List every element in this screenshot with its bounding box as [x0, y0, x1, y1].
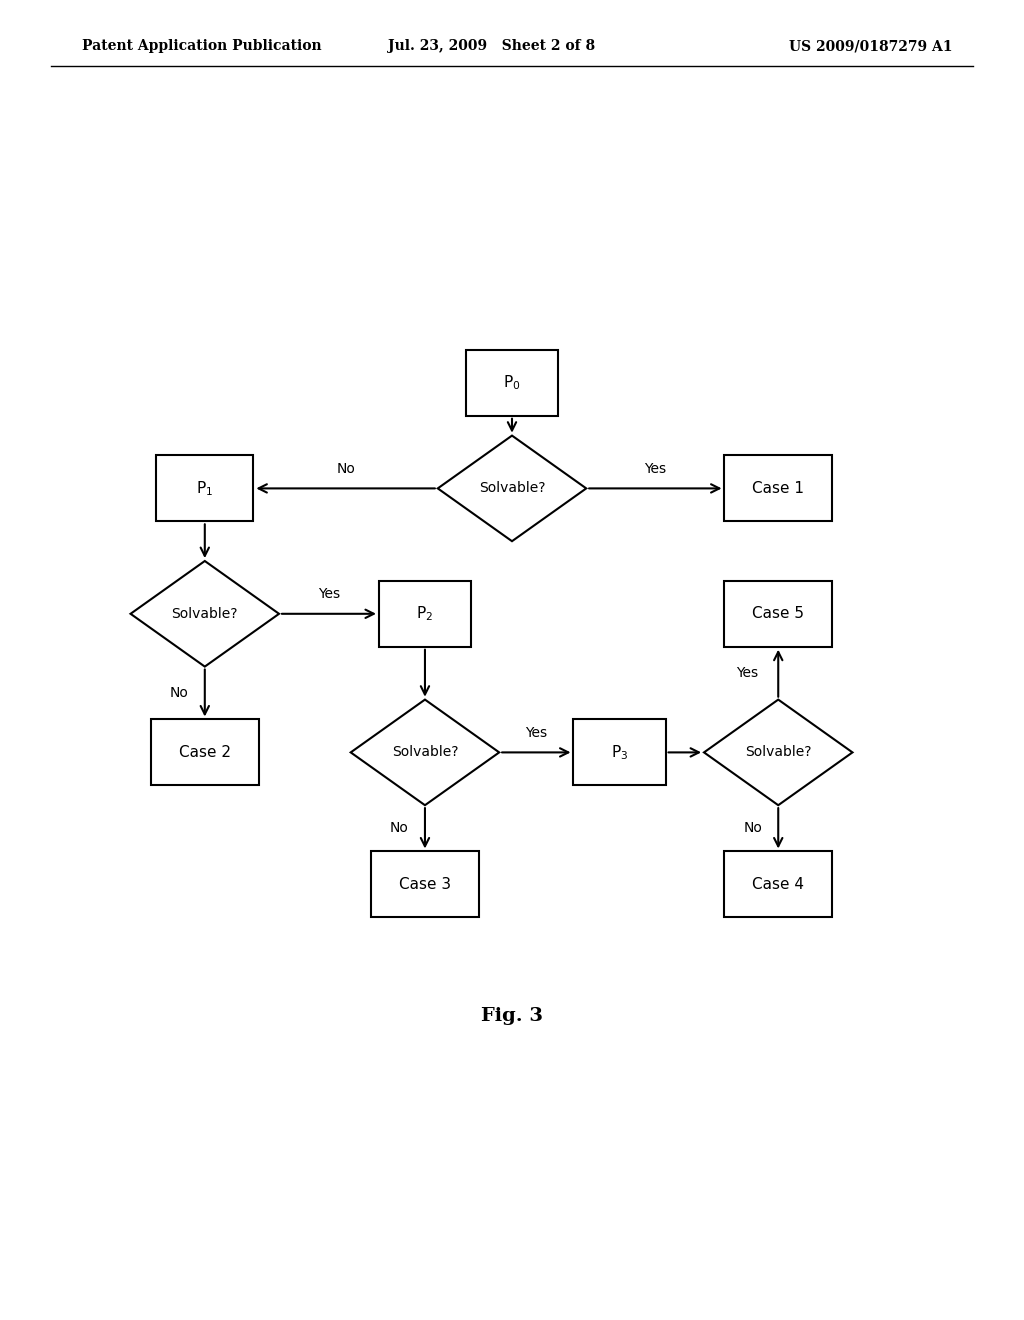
FancyBboxPatch shape [466, 350, 558, 416]
FancyBboxPatch shape [157, 455, 254, 521]
Text: Yes: Yes [644, 462, 667, 475]
Polygon shape [705, 700, 852, 805]
Text: P$_3$: P$_3$ [611, 743, 628, 762]
Text: Solvable?: Solvable? [392, 746, 458, 759]
Polygon shape [350, 700, 500, 805]
Text: Case 2: Case 2 [179, 744, 230, 760]
Polygon shape [131, 561, 279, 667]
FancyBboxPatch shape [725, 851, 831, 917]
FancyBboxPatch shape [725, 455, 831, 521]
FancyBboxPatch shape [379, 581, 471, 647]
Text: Case 5: Case 5 [753, 606, 804, 622]
Text: Yes: Yes [317, 587, 340, 601]
Text: No: No [390, 821, 409, 836]
Text: Fig. 3: Fig. 3 [481, 1007, 543, 1026]
Text: No: No [336, 462, 355, 475]
Text: Jul. 23, 2009   Sheet 2 of 8: Jul. 23, 2009 Sheet 2 of 8 [388, 40, 595, 53]
Text: Case 3: Case 3 [399, 876, 451, 892]
Text: Solvable?: Solvable? [479, 482, 545, 495]
Text: Solvable?: Solvable? [745, 746, 811, 759]
Text: Case 4: Case 4 [753, 876, 804, 892]
FancyBboxPatch shape [573, 719, 666, 785]
FancyBboxPatch shape [725, 581, 831, 647]
Text: Case 1: Case 1 [753, 480, 804, 496]
FancyBboxPatch shape [371, 851, 478, 917]
Text: P$_0$: P$_0$ [503, 374, 521, 392]
Text: US 2009/0187279 A1: US 2009/0187279 A1 [788, 40, 952, 53]
FancyBboxPatch shape [152, 719, 258, 785]
Text: P$_1$: P$_1$ [197, 479, 213, 498]
Text: P$_2$: P$_2$ [417, 605, 433, 623]
Polygon shape [438, 436, 586, 541]
Text: No: No [743, 821, 762, 836]
Text: Yes: Yes [736, 667, 759, 680]
Text: Yes: Yes [525, 726, 548, 739]
Text: Patent Application Publication: Patent Application Publication [82, 40, 322, 53]
Text: No: No [170, 686, 188, 700]
Text: Solvable?: Solvable? [172, 607, 238, 620]
